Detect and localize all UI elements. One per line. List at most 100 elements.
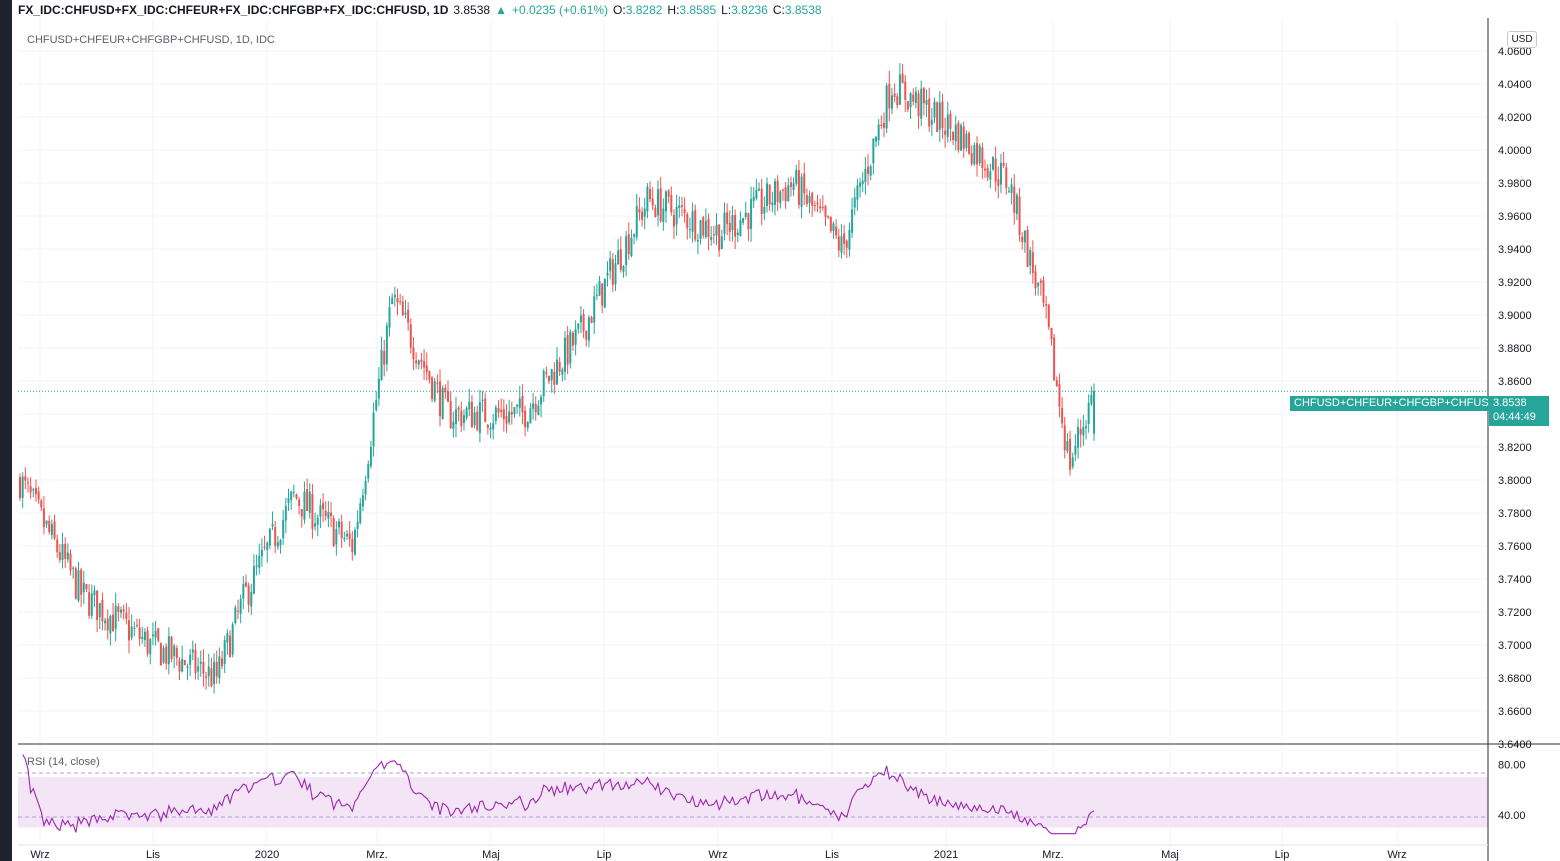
candle-body [797, 170, 800, 205]
candle-body [284, 506, 287, 521]
candle-body [877, 124, 880, 141]
candle-body [752, 196, 755, 202]
series-legend[interactable]: CHFUSD+CHFEUR+CHFGBP+CHFUSD, 1D, IDC [27, 34, 275, 46]
price-tick-label: 3.9200 [1498, 277, 1532, 289]
candle-body [50, 524, 53, 535]
price-tick-label: 3.8200 [1498, 442, 1532, 454]
candle-body [989, 171, 992, 180]
rsi-line [22, 754, 1095, 835]
candle-body [441, 387, 444, 420]
candle-body [274, 527, 277, 546]
candle-body [542, 370, 545, 397]
candle-body [470, 401, 473, 428]
candle-body [556, 359, 558, 385]
candle-body [399, 301, 402, 303]
currency-button[interactable]: USD [1507, 31, 1537, 48]
candle-body [861, 180, 864, 185]
candle-body [904, 81, 907, 100]
candle-body [205, 676, 208, 678]
candle-body [361, 495, 364, 507]
candle-body [165, 646, 168, 664]
candle-body [439, 381, 442, 417]
candle-body [896, 96, 899, 106]
candle-body [941, 101, 944, 129]
candle-body [173, 645, 176, 657]
candle-body [53, 521, 56, 539]
candle-body [154, 630, 157, 638]
candle-body [909, 93, 912, 108]
candle-body [840, 236, 843, 253]
candle-body [452, 421, 455, 429]
candle-body [766, 183, 769, 206]
candle-body [1082, 427, 1085, 436]
candle-body [412, 347, 415, 360]
candle-body [391, 297, 394, 305]
candle-body [40, 500, 43, 508]
candle-body [510, 411, 513, 415]
candle-body [77, 570, 80, 601]
time-tick-label: Maj [482, 849, 500, 861]
candle-body [428, 371, 431, 380]
candle-body [271, 524, 274, 527]
price-tick-label: 3.7800 [1498, 508, 1532, 520]
candle-body [1047, 304, 1050, 328]
candle-body [508, 411, 511, 423]
candle-body [726, 212, 729, 225]
candle-body [133, 627, 136, 629]
candle-body [213, 661, 216, 685]
rsi-legend[interactable]: RSI (14, close) [27, 756, 100, 768]
candle-body [226, 633, 229, 643]
candle-body [335, 529, 338, 545]
candle-body [1015, 194, 1018, 214]
price-change: +0.0235 (+0.61%) [511, 3, 609, 17]
low-value: 3.8236 [731, 3, 768, 17]
candle-body [952, 131, 955, 141]
candle-body [957, 123, 960, 151]
candle-body [970, 153, 973, 164]
candle-body [330, 512, 333, 517]
candle-body [561, 369, 564, 375]
candle-body [635, 205, 638, 238]
price-tick-label: 4.0400 [1498, 79, 1532, 91]
candle-body [532, 403, 535, 409]
candle-body [1026, 229, 1029, 267]
price-axis-labels: 4.0600 4.0400 4.0200 4.0000 3.9800 3.9600 3.94… [1498, 46, 1532, 751]
symbol-name[interactable]: FX_IDC:CHFUSD+FX_IDC:CHFEUR+FX_IDC:CHFGB… [18, 3, 449, 17]
candle-body [968, 132, 971, 154]
candle-body [351, 538, 354, 553]
candle-body [431, 377, 434, 399]
candle-body [316, 517, 319, 525]
candle-body [627, 234, 630, 255]
time-tick-label: Wrz [708, 849, 727, 861]
candle-body [622, 265, 625, 272]
candle-body [377, 378, 380, 399]
candle-body [338, 521, 341, 528]
candle-body [569, 331, 572, 364]
candle-body [619, 249, 622, 270]
candle-body [646, 186, 649, 212]
candle-body [742, 218, 745, 223]
candle-body [949, 113, 952, 129]
candle-body [425, 365, 428, 372]
candle-body [383, 351, 386, 365]
candle-body [45, 520, 48, 525]
candle-body [611, 259, 614, 285]
candle-body [672, 214, 675, 227]
candle-body [888, 83, 891, 109]
candle-body [236, 610, 239, 612]
candle-body [162, 647, 165, 663]
candle-body [178, 660, 181, 672]
candle-body [314, 523, 317, 527]
candle-body [1090, 394, 1093, 404]
candle-body [976, 143, 979, 165]
candle-body [268, 528, 271, 546]
bar-countdown: 04:44:49 [1493, 411, 1536, 423]
candle-body [662, 208, 665, 222]
candle-body [449, 401, 452, 428]
candle-body [545, 372, 548, 374]
candle-body [348, 533, 351, 540]
candle-body [962, 126, 965, 149]
candle-body [255, 565, 258, 567]
candle-body [598, 280, 601, 296]
